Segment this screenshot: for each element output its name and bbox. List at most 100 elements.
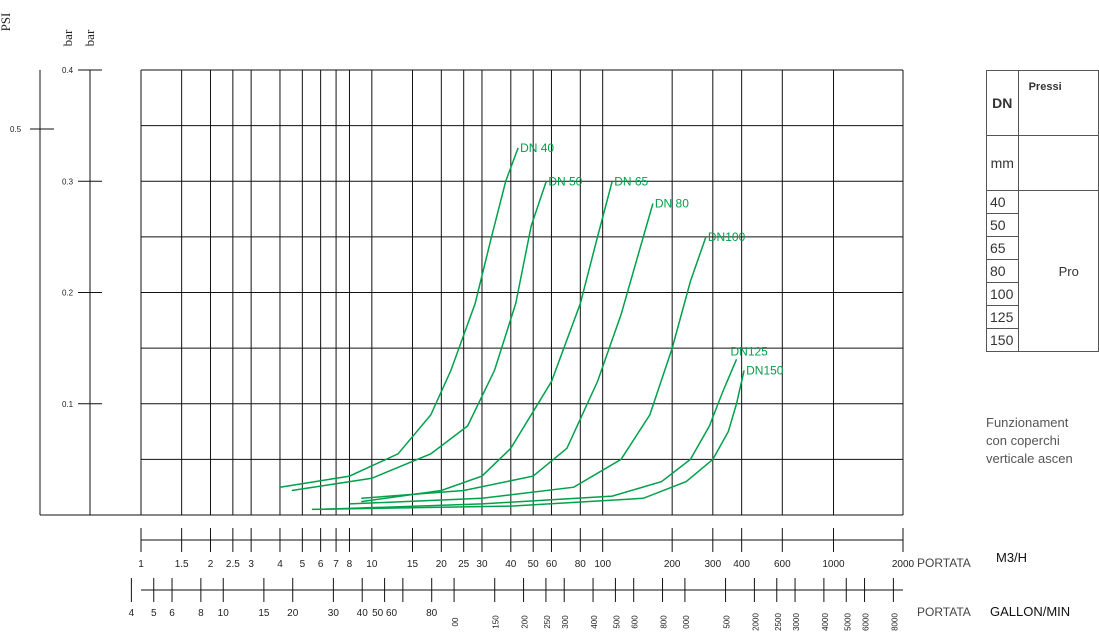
x-tick-label-m3h: 400 xyxy=(733,559,750,570)
x-tick-label-gallon: 5 xyxy=(151,608,157,619)
x-tick-label-gallon: 2500 xyxy=(774,613,783,631)
operation-note: Funzionament con coperchi verticale asce… xyxy=(986,414,1099,468)
y-axis: PSI bar bar 0.4 0.3 0.2 0.1 0.5 xyxy=(0,13,102,515)
x-tick-label-gallon: 2000 xyxy=(751,613,760,631)
x-tick-label-m3h: 6 xyxy=(318,559,324,570)
x-tick-label-gallon: 8 xyxy=(198,608,204,619)
x-tick-label-gallon: 500 xyxy=(612,615,621,629)
x-tick-label-gallon: 8000 xyxy=(890,613,899,631)
x-tick-label-m3h: 1 xyxy=(138,559,144,570)
x-axis-unit-gallon: GALLON/MIN xyxy=(990,604,1070,619)
dn-pressure-table: DN Pressi mm 40 Pro 50 65 80 100 125 150 xyxy=(986,70,1099,352)
table-row-dn: 100 xyxy=(986,282,1019,306)
x-tick-label-m3h: 300 xyxy=(704,559,721,570)
x-tick-label-gallon: 150 xyxy=(492,615,501,629)
x-axis-word-m3h: PORTATA xyxy=(917,556,971,570)
x-tick-label-gallon: 15 xyxy=(258,608,270,619)
table-row-dn: 150 xyxy=(986,328,1019,352)
table-row-dn: 50 xyxy=(986,213,1019,237)
table-row-dn: 125 xyxy=(986,305,1019,329)
x-tick-label-m3h: 200 xyxy=(664,559,681,570)
x-tick-label-gallon: 30 xyxy=(328,608,340,619)
x-tick-label-m3h: 1000 xyxy=(822,559,845,570)
x-tick-label-m3h: 7 xyxy=(333,559,339,570)
x-tick-label-gallon: 4 xyxy=(129,608,135,619)
x-tick-label-m3h: 4 xyxy=(277,559,283,570)
x-tick-label-gallon: 000 xyxy=(682,615,691,629)
table-header-dn: DN xyxy=(986,70,1019,136)
note-line: verticale ascen xyxy=(986,451,1073,466)
curve-line xyxy=(361,181,613,503)
y-tick-label: 0.2 xyxy=(62,289,74,298)
x-axis-word-gallon: PORTATA xyxy=(917,605,971,619)
curve-line xyxy=(311,370,745,511)
chart-grid xyxy=(40,69,904,516)
curve-line xyxy=(279,147,519,488)
x-tick-label-m3h: 600 xyxy=(774,559,791,570)
x-tick-label-gallon: 600 xyxy=(631,615,640,629)
curve-line xyxy=(361,203,654,500)
curve-label: DN100 xyxy=(708,230,746,244)
x-tick-label-m3h: 100 xyxy=(594,559,611,570)
table-row-dn: 65 xyxy=(986,236,1019,260)
x-tick-label-m3h: 15 xyxy=(407,559,419,570)
x-tick-label-m3h: 25 xyxy=(458,559,470,570)
x-tick-label-m3h: 30 xyxy=(476,559,488,570)
curve-line xyxy=(320,359,738,511)
x-tick-label-m3h: 10 xyxy=(366,559,378,570)
x-tick-label-gallon: 20 xyxy=(287,608,299,619)
x-tick-label-gallon: 50 60 xyxy=(372,608,397,619)
table-unit-cell: mm xyxy=(986,135,1019,191)
x-tick-label-gallon: 5000 xyxy=(843,613,852,631)
x-tick-label-m3h: 8 xyxy=(347,559,353,570)
x-axis-unit-m3h: M3/H xyxy=(996,550,1027,565)
x-tick-label-gallon: 80 xyxy=(426,608,438,619)
x-tick-label-m3h: 2000 xyxy=(892,559,915,570)
x-tick-label-m3h: 1.5 xyxy=(175,559,189,570)
x-tick-label-m3h: 3 xyxy=(248,559,254,570)
x-tick-label-gallon: 4000 xyxy=(821,613,830,631)
curve-label: DN150 xyxy=(746,363,784,377)
x-tick-label-m3h: 2.5 xyxy=(226,559,240,570)
x-tick-label-gallon: 00 xyxy=(451,617,460,626)
table-header-pressure: Pressi xyxy=(1017,70,1099,136)
y-tick-label: 0.4 xyxy=(62,66,74,75)
x-tick-label-gallon: 40 xyxy=(357,608,369,619)
y-unit-label: bar xyxy=(82,29,97,46)
x-tick-label-m3h: 80 xyxy=(575,559,587,570)
table-pressure-merged: Pro xyxy=(1017,190,1099,352)
x-tick-label-m3h: 20 xyxy=(436,559,448,570)
table-row-dn: 40 xyxy=(986,190,1019,214)
x-tick-label-gallon: 200 xyxy=(521,615,530,629)
curve-label: DN 65 xyxy=(614,174,648,188)
x-tick-label-m3h: 50 xyxy=(528,559,540,570)
y-unit-label: bar xyxy=(60,29,75,46)
x-tick-label-gallon: 6000 xyxy=(862,613,871,631)
x-tick-label-gallon: 500 xyxy=(723,615,732,629)
chart-curves: DN 40 DN 50 DN 65 DN 80 DN100 DN125 DN150 xyxy=(279,141,784,511)
x-tick-label-gallon: 300 xyxy=(561,615,570,629)
y-tick-label-outer: 0.5 xyxy=(10,125,22,134)
curve-line xyxy=(349,236,707,505)
x-axis-m3h: 1 1.5 2 2.5 3 4 5 6 7 8 10 15 20 25 30 40 50 60 80 100 200 30… xyxy=(138,528,1027,570)
curve-label: DN 80 xyxy=(655,197,689,211)
y-tick-label: 0.1 xyxy=(62,400,74,409)
curve-line xyxy=(291,181,548,492)
x-tick-label-m3h: 60 xyxy=(546,559,558,570)
x-tick-label-gallon: 400 xyxy=(590,615,599,629)
curve-label: DN125 xyxy=(731,344,769,358)
table-row-dn: 80 xyxy=(986,259,1019,283)
note-line: Funzionament xyxy=(986,415,1069,430)
x-tick-label-gallon: 10 xyxy=(218,608,230,619)
x-axis-gallon: 4 5 6 8 10 15 20 30 40 50 60 8000 150 200 250 300 400 50… xyxy=(129,578,1070,631)
x-tick-label-gallon: 800 xyxy=(660,615,669,629)
y-unit-label: PSI xyxy=(0,13,13,32)
x-tick-label-gallon: 250 xyxy=(543,615,552,629)
curve-label: DN 40 xyxy=(520,141,554,155)
note-line: con coperchi xyxy=(986,433,1060,448)
x-tick-label-m3h: 5 xyxy=(300,559,306,570)
x-tick-label-m3h: 40 xyxy=(505,559,517,570)
y-tick-label: 0.3 xyxy=(62,177,74,186)
curve-label: DN 50 xyxy=(548,174,582,188)
